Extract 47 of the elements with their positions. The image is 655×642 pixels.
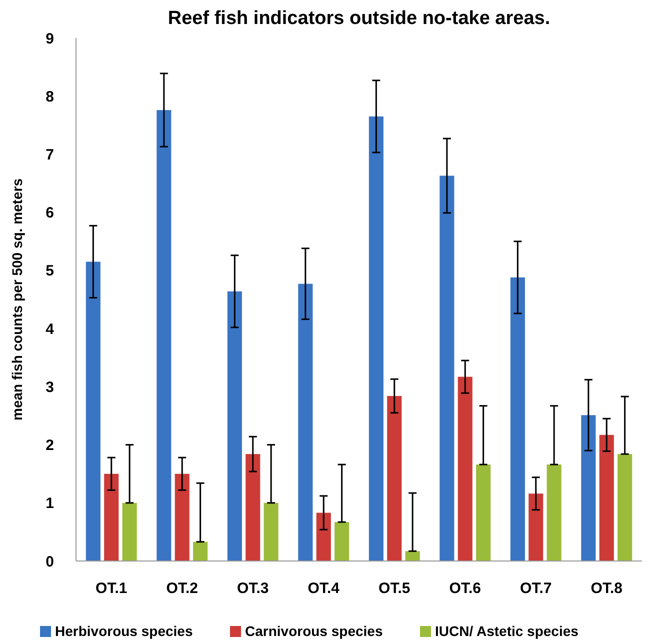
bar [476, 464, 491, 561]
y-tick-label: 5 [46, 262, 54, 280]
legend-label: IUCN/ Astetic species [435, 623, 579, 639]
bar [122, 502, 137, 561]
legend-label: Herbivorous species [55, 623, 193, 639]
bar [546, 464, 562, 561]
y-tick-label: 4 [46, 320, 55, 338]
y-tick-label: 6 [46, 204, 54, 222]
legend-label: Carnivorous species [245, 623, 383, 639]
y-tick-label: 1 [46, 495, 54, 512]
x-tick-label: OT.5 [378, 580, 410, 597]
bar [193, 542, 208, 561]
bar [510, 277, 525, 561]
x-tick-label: OT.4 [308, 580, 340, 597]
bar [387, 396, 402, 561]
y-tick-label: 2 [46, 437, 54, 454]
bar [458, 376, 472, 561]
bar [334, 522, 350, 561]
x-tick-label: OT.6 [449, 580, 481, 597]
bar [618, 454, 632, 561]
bar [264, 502, 278, 561]
y-tick-label: 3 [46, 378, 54, 396]
bar [581, 415, 596, 561]
x-tick-label: OT.2 [166, 580, 198, 597]
bar [599, 434, 614, 561]
bar [246, 454, 260, 561]
bar [528, 494, 544, 561]
x-tick-label: OT.3 [237, 580, 269, 597]
bar [316, 512, 331, 561]
x-tick-label: OT.7 [520, 580, 552, 597]
y-tick-label: 0 [46, 553, 54, 570]
bar [368, 116, 384, 561]
x-tick-label: OT.1 [96, 580, 128, 597]
bar [156, 110, 172, 561]
y-tick-label: 8 [46, 88, 54, 106]
bar [227, 291, 242, 561]
bar [298, 284, 313, 561]
bar [104, 474, 119, 561]
bar [405, 551, 420, 561]
y-tick-label: 7 [46, 146, 54, 164]
bar [440, 176, 454, 561]
y-tick-label: 9 [46, 30, 54, 48]
x-tick-label: OT.8 [590, 580, 622, 597]
chart-title: Reef fish indicators outside no-take areas. [168, 8, 550, 29]
y-axis-title: mean fish counts per 500 sq. meters [9, 178, 25, 420]
bar [86, 262, 100, 561]
bar [174, 474, 190, 561]
